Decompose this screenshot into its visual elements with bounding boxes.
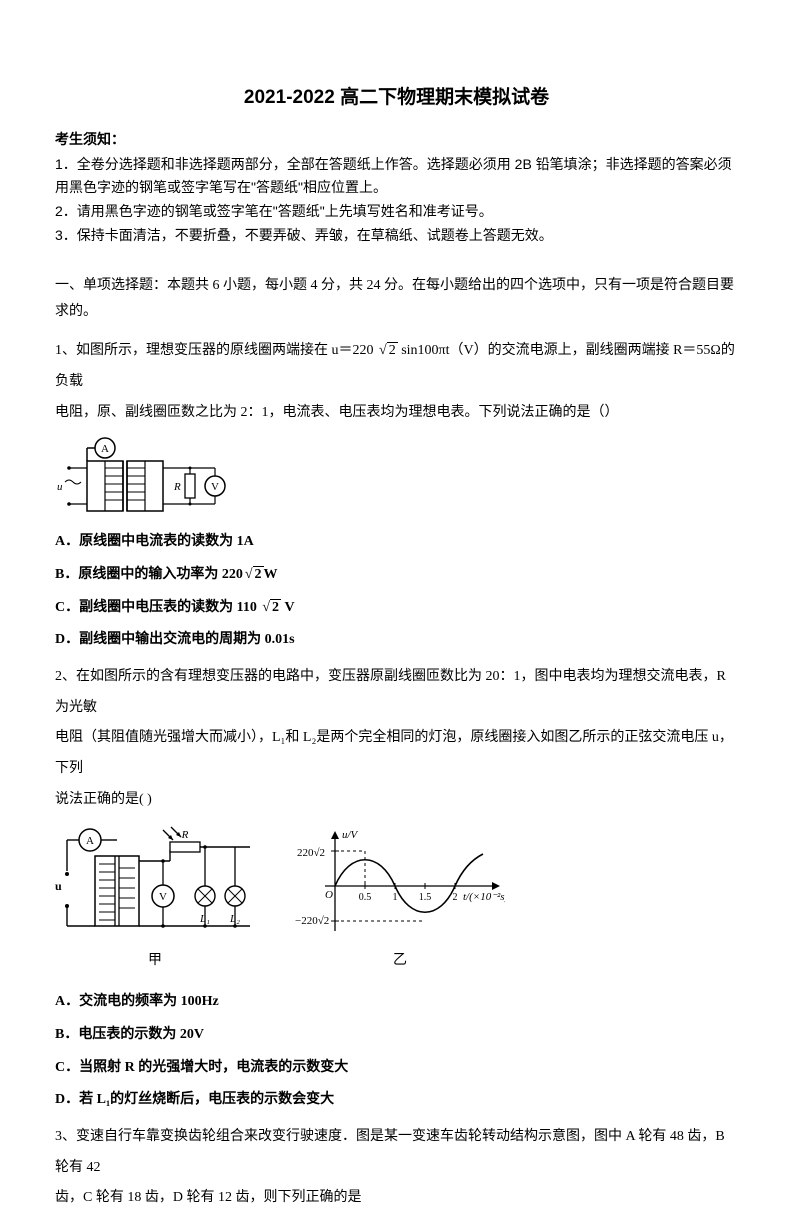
svg-text:A: A bbox=[101, 443, 109, 455]
q1-optb-suf: W bbox=[264, 567, 278, 582]
svg-text:A: A bbox=[86, 835, 94, 847]
svg-text:u: u bbox=[57, 481, 63, 493]
sqrt-2: 2 bbox=[377, 336, 398, 367]
question-1: 1、如图所示，理想变压器的原线圈两端接在 u＝220 2 sin100πt（V）… bbox=[55, 336, 738, 428]
svg-text:R: R bbox=[173, 481, 181, 493]
q1-optc-suf: V bbox=[281, 600, 295, 615]
q1-option-b: B．原线圈中的输入功率为 2202W bbox=[55, 562, 738, 589]
q3-line2: 齿，C 轮有 18 齿，D 轮有 12 齿，则下列正确的是 bbox=[55, 1183, 738, 1214]
question-2: 2、在如图所示的含有理想变压器的电路中，变压器原副线圈匝数比为 20：1，图中电… bbox=[55, 662, 738, 816]
figure-q1: A u R V bbox=[55, 436, 738, 521]
q2-line2: 电阻（其阻值随光强增大而减小），L₁和 L₂是两个完全相同的灯泡，原线圈接入如图… bbox=[55, 723, 738, 785]
sqrt-2c: 2 bbox=[260, 595, 281, 622]
figure-q2-circuit: A u bbox=[55, 826, 255, 975]
q1-text-line2: 电阻，原、副线圈匝数之比为 2：1，电流表、电压表均为理想电表。下列说法正确的是… bbox=[55, 398, 738, 429]
q1-optb-pre: B．原线圈中的输入功率为 220 bbox=[55, 567, 243, 582]
q1-option-c: C．副线圈中电压表的读数为 110 2 V bbox=[55, 595, 738, 622]
instruction-2: 2．请用黑色字迹的钢笔或签字笔在"答题纸"上先填写姓名和准考证号。 bbox=[55, 200, 738, 224]
q1-optc-pre: C．副线圈中电压表的读数为 110 bbox=[55, 600, 260, 615]
q2-option-c: C．当照射 R 的光强增大时，电流表的示数变大 bbox=[55, 1055, 738, 1082]
svg-text:−220√2: −220√2 bbox=[295, 915, 329, 927]
svg-text:1: 1 bbox=[393, 892, 398, 903]
svg-text:O: O bbox=[325, 889, 333, 901]
svg-text:u: u bbox=[55, 879, 62, 893]
q3-line1: 3、变速自行车靠变换齿轮组合来改变行驶速度．图是某一变速车齿轮转动结构示意图，图… bbox=[55, 1122, 738, 1184]
q1-text-prefix: 1、如图所示，理想变压器的原线圈两端接在 u＝220 bbox=[55, 343, 377, 358]
fig-label-yi: 乙 bbox=[295, 948, 505, 975]
q2-line1: 2、在如图所示的含有理想变压器的电路中，变压器原副线圈匝数比为 20：1，图中电… bbox=[55, 662, 738, 724]
q2-line3: 说法正确的是( ) bbox=[55, 785, 738, 816]
sqrt-2b: 2 bbox=[243, 562, 264, 589]
q1-option-a: A．原线圈中电流表的读数为 1A bbox=[55, 529, 738, 556]
q2-option-d: D．若 L₁的灯丝烧断后，电压表的示数会变大 bbox=[55, 1087, 738, 1114]
svg-text:0.5: 0.5 bbox=[359, 892, 372, 903]
instruction-3: 3．保持卡面清洁，不要折叠，不要弄破、弄皱，在草稿纸、试题卷上答题无效。 bbox=[55, 224, 738, 248]
svg-text:2: 2 bbox=[453, 892, 458, 903]
figure-q2-graph: u/V t/(×10⁻²s) O 220√2 −220√2 0.5 1 1.5 … bbox=[295, 826, 505, 975]
svg-text:R: R bbox=[181, 829, 189, 841]
figure-q2-row: A u bbox=[55, 826, 738, 975]
svg-text:220√2: 220√2 bbox=[297, 847, 325, 859]
q2-option-b: B．电压表的示数为 20V bbox=[55, 1022, 738, 1049]
instruction-1: 1．全卷分选择题和非选择题两部分，全部在答题纸上作答。选择题必须用 2B 铅笔填… bbox=[55, 153, 738, 201]
fig-label-jia: 甲 bbox=[55, 948, 255, 975]
instruction-header: 考生须知： bbox=[55, 126, 738, 153]
svg-text:u/V: u/V bbox=[342, 829, 359, 841]
svg-text:V: V bbox=[159, 891, 167, 903]
section-1-title: 一、单项选择题：本题共 6 小题，每小题 4 分，共 24 分。在每小题给出的四… bbox=[55, 273, 738, 326]
q1-option-d: D．副线圈中输出交流电的周期为 0.01s bbox=[55, 627, 738, 654]
q2-option-a: A．交流电的频率为 100Hz bbox=[55, 989, 738, 1016]
question-3: 3、变速自行车靠变换齿轮组合来改变行驶速度．图是某一变速车齿轮转动结构示意图，图… bbox=[55, 1122, 738, 1214]
exam-title: 2021-2022 高二下物理期末模拟试卷 bbox=[55, 80, 738, 116]
svg-text:t/(×10⁻²s): t/(×10⁻²s) bbox=[463, 891, 505, 903]
svg-text:1.5: 1.5 bbox=[419, 892, 432, 903]
svg-text:V: V bbox=[211, 481, 219, 493]
